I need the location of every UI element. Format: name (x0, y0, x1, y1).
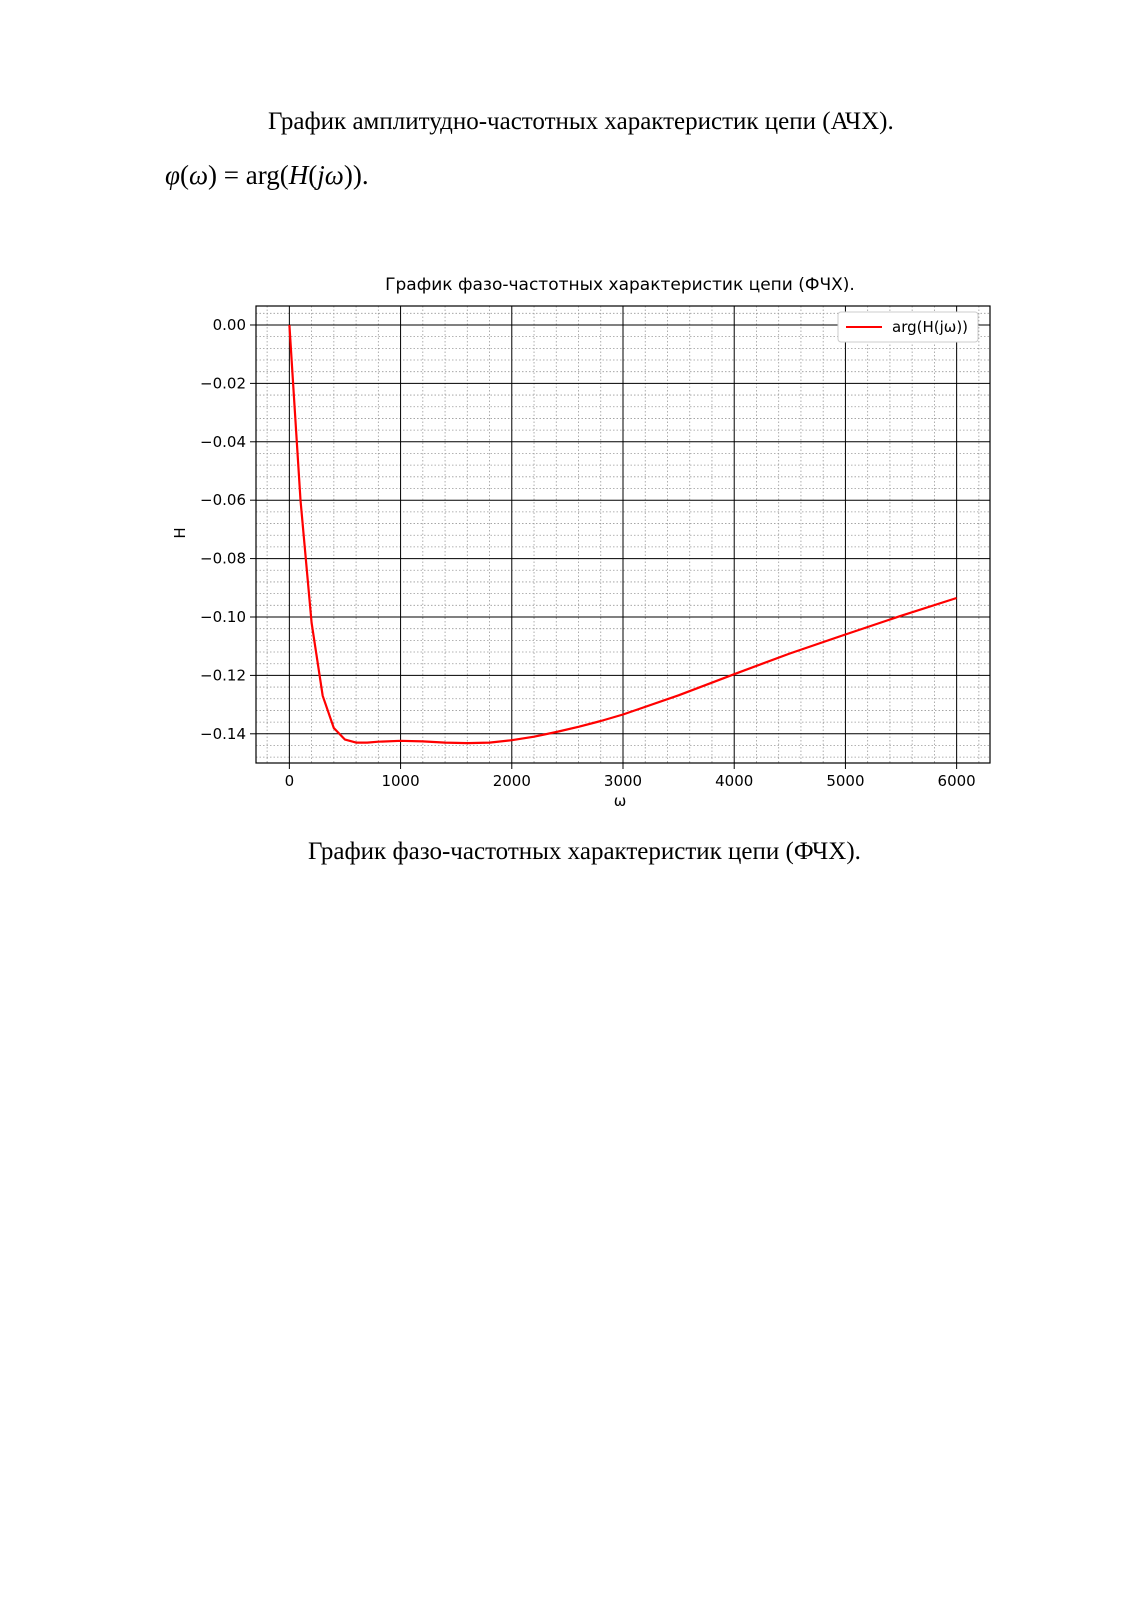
y-tick-label: −0.06 (200, 491, 246, 509)
x-tick-label: 0 (285, 772, 295, 790)
x-axis-label: ω (614, 792, 627, 810)
formula-end: . (361, 160, 369, 190)
legend: arg(H(jω)) (837, 311, 979, 343)
y-tick-label: −0.12 (200, 666, 246, 684)
x-tick-label: 1000 (381, 772, 419, 790)
x-tick-label: 6000 (938, 772, 976, 790)
chart-title: График фазо-частотных характеристик цепи… (385, 275, 855, 295)
formula-arg: arg (245, 160, 280, 190)
caption-phase: График фазо-частотных характеристик цепи… (308, 838, 861, 865)
formula-phi: φ (165, 160, 180, 190)
y-tick-label: −0.04 (200, 433, 246, 451)
grid (256, 306, 990, 763)
caption-amplitude: График амплитудно-частотных характеристи… (268, 108, 894, 135)
legend-box (837, 311, 979, 343)
series-layer (288, 324, 957, 745)
phase-chart: График фазо-частотных характеристик цепи… (171, 275, 991, 810)
y-tick-label: −0.10 (200, 608, 246, 626)
formula-equals: = (217, 160, 246, 190)
formula-close-paren-2: ) (343, 160, 353, 190)
formula-open-paren-3: ( (308, 160, 318, 190)
x-tick-label: 3000 (604, 772, 642, 790)
phase-formula: φ(ω) = arg(H(jω)). (165, 160, 369, 191)
y-tick-label: 0.00 (213, 316, 246, 334)
series-line-arg-h (288, 324, 957, 745)
x-tick-label: 5000 (826, 772, 864, 790)
y-tick-label: −0.14 (200, 725, 246, 743)
formula-close-paren: ) (208, 160, 218, 190)
formula-omega: ω (188, 160, 209, 190)
formula-omega-2: ω (324, 160, 344, 190)
formula-close-paren-3: ) (352, 160, 362, 190)
x-tick-label: 4000 (715, 772, 753, 790)
formula-j: j (317, 160, 325, 190)
x-tick-label: 2000 (493, 772, 531, 790)
formula-open-paren-2: ( (279, 160, 289, 190)
formula-H: H (288, 160, 309, 190)
axes: 0 1000 2000 3000 4000 5000 6000 0.00 −0.02 −0.04 −… (200, 305, 991, 790)
formula-open-paren: ( (179, 160, 189, 190)
y-tick-label: −0.08 (200, 550, 246, 568)
y-axis-label: H (171, 527, 189, 538)
legend-label: arg(H(jω)) (892, 318, 968, 336)
y-tick-label: −0.02 (200, 374, 246, 392)
